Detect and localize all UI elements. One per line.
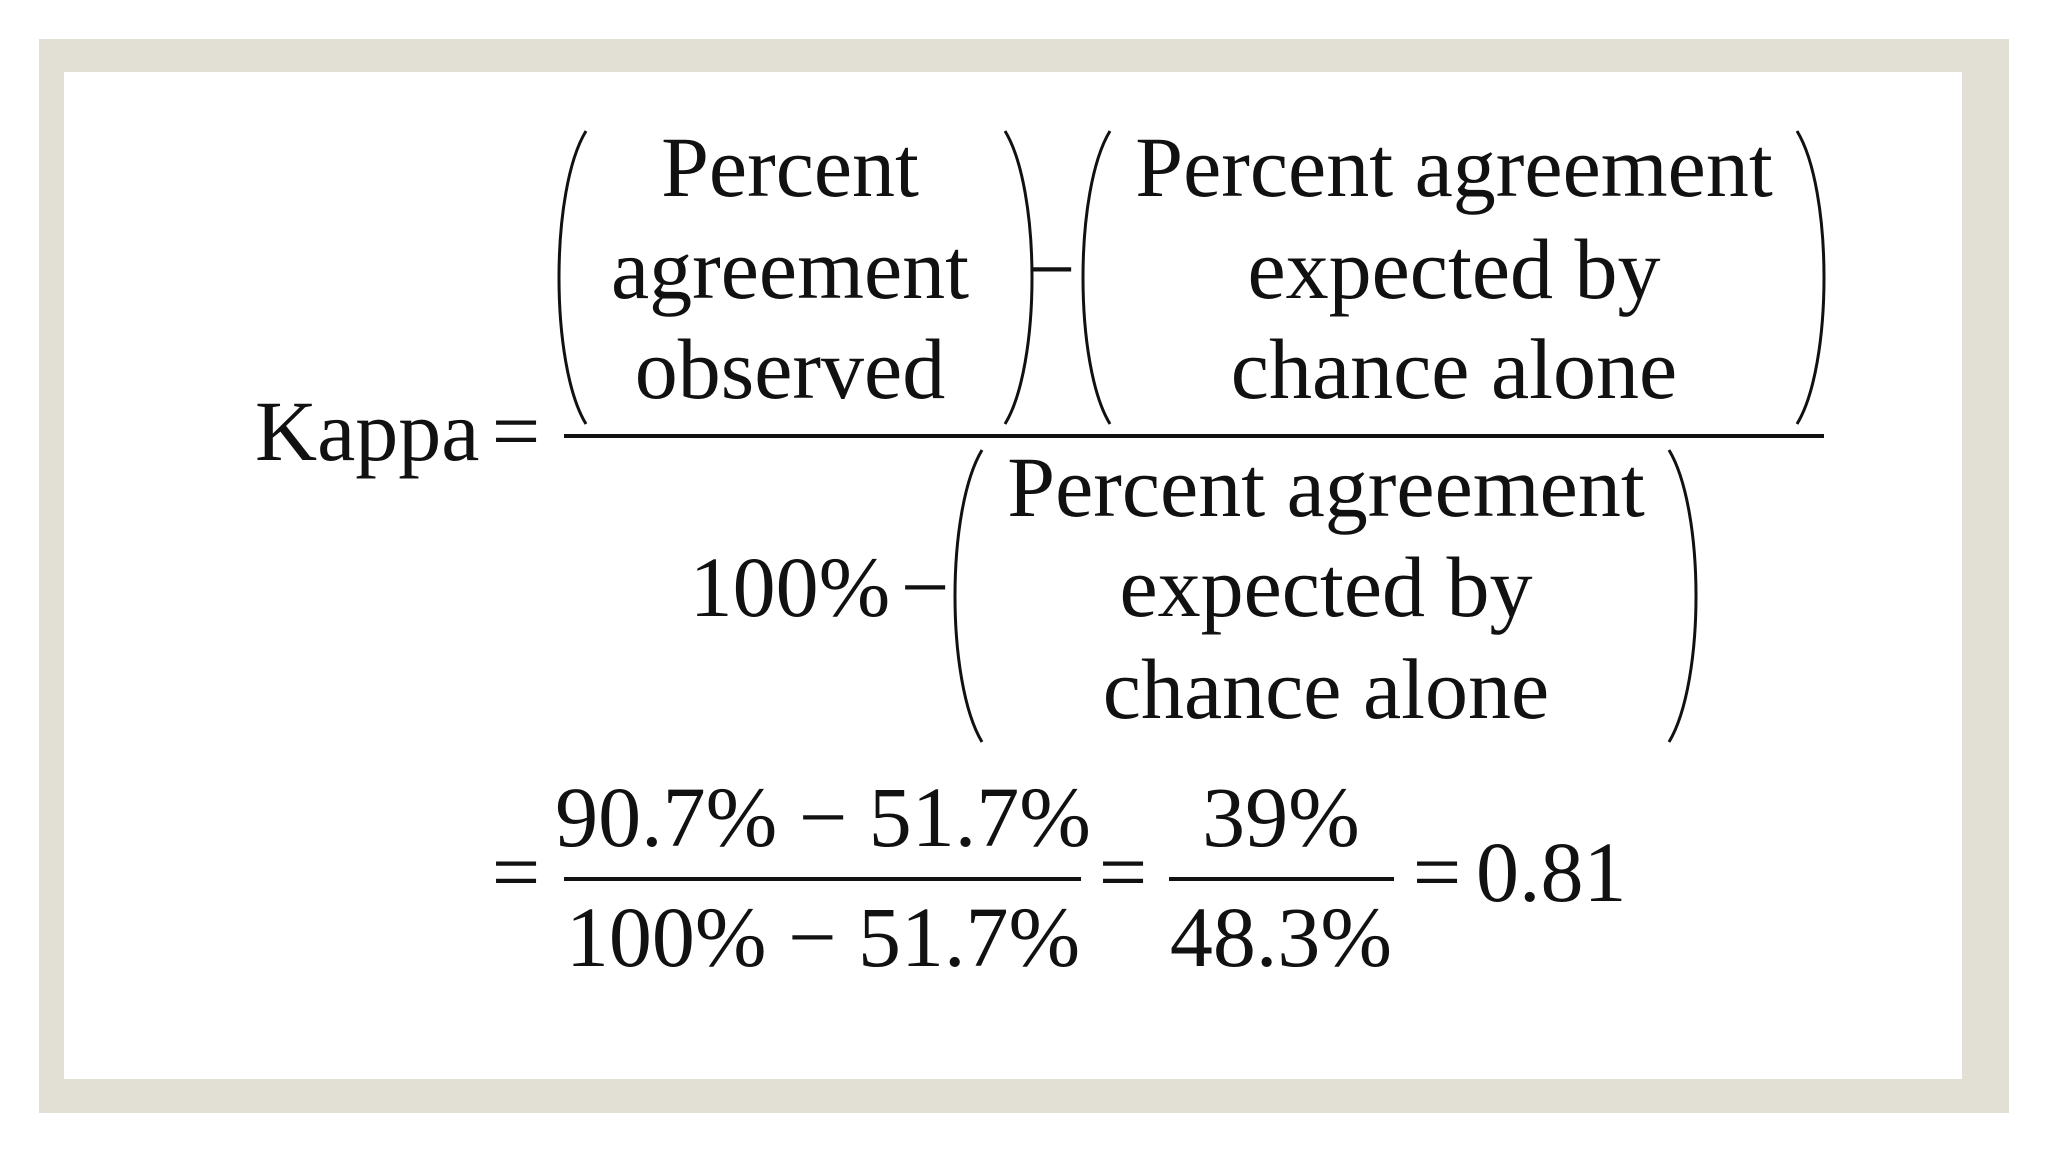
equals: = (492, 383, 541, 479)
minus: − (1027, 221, 1076, 317)
term-line: expected by (1247, 221, 1660, 317)
step-numerator: 90.7% − 51.7% (555, 769, 1091, 865)
equals: = (1099, 824, 1148, 920)
minus: − (901, 539, 950, 635)
term-line: observed (635, 321, 945, 417)
term-line: Percent agreement (1135, 119, 1773, 215)
paren (1081, 130, 1112, 425)
term-line: Percent agreement (1007, 439, 1645, 535)
term-line: agreement (611, 221, 969, 317)
paren (1667, 449, 1698, 743)
lhs: Kappa (255, 383, 479, 479)
paren (1003, 130, 1034, 425)
result: 0.81 (1476, 824, 1627, 920)
equals: = (1413, 824, 1462, 920)
paren (953, 449, 984, 743)
paren (557, 130, 588, 425)
term-line: expected by (1119, 539, 1532, 635)
step-numerator: 39% (1202, 769, 1360, 865)
step-denominator: 100% − 51.7% (566, 889, 1080, 985)
step-denominator: 48.3% (1170, 889, 1392, 985)
term-line: Percent (661, 119, 919, 215)
panel (64, 72, 1962, 1079)
equals: = (492, 824, 541, 920)
term-line: chance alone (1103, 641, 1549, 737)
term-line: chance alone (1231, 321, 1677, 417)
term: 100% (690, 539, 891, 635)
paren (1795, 130, 1826, 425)
